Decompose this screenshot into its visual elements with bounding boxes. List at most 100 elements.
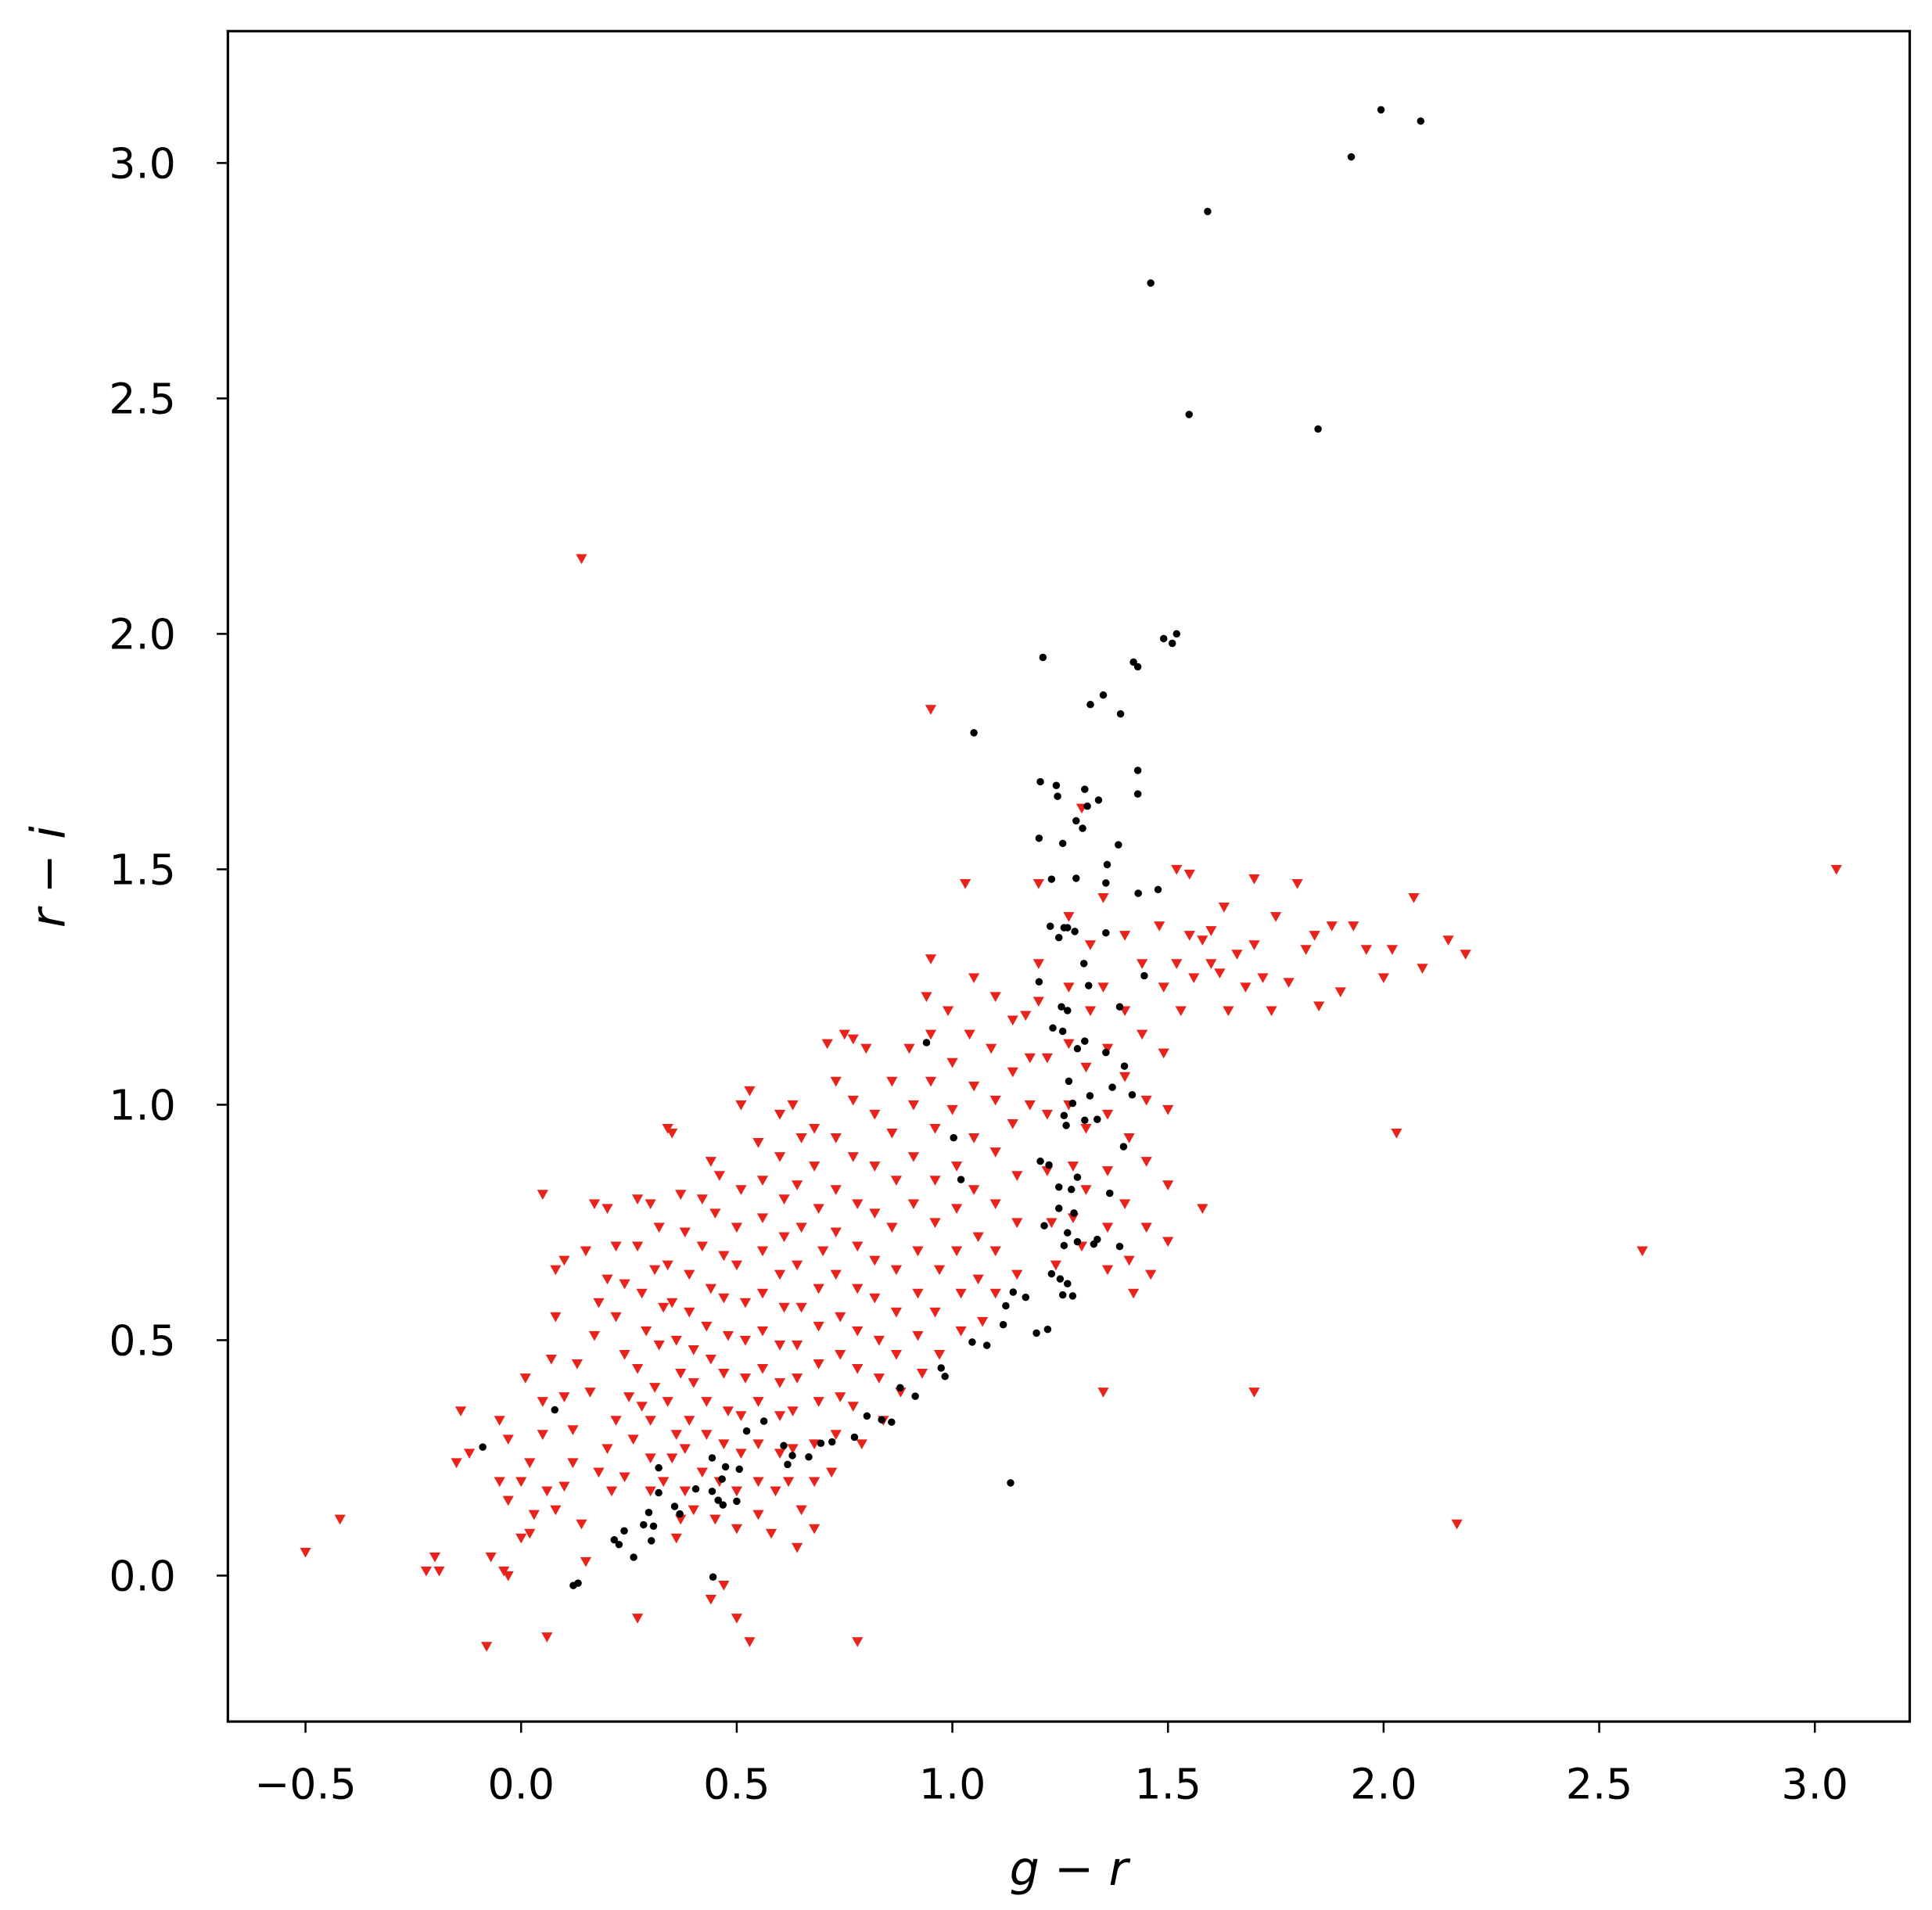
red-triangle-point (1218, 903, 1230, 913)
red-triangle-point (968, 973, 980, 984)
red-triangle-point (774, 1109, 786, 1120)
red-triangle-point (502, 1434, 514, 1445)
black-circle-point (620, 1527, 628, 1535)
red-triangle-point (1257, 973, 1269, 984)
red-triangle-point (1080, 1185, 1092, 1195)
red-triangle-point (688, 1345, 699, 1355)
red-triangle-point (778, 1194, 790, 1205)
red-triangle-point (1063, 912, 1075, 922)
red-triangle-point (765, 1528, 777, 1539)
red-triangle-point (1326, 921, 1338, 932)
red-triangle-point (675, 1369, 687, 1379)
black-circle-point (1009, 1288, 1018, 1296)
red-triangle-point (744, 1637, 756, 1647)
red-triangle-point (1137, 959, 1148, 969)
red-triangle-point (593, 1467, 605, 1478)
red-triangle-point (968, 1133, 980, 1143)
red-triangle-point (645, 1416, 656, 1426)
red-triangle-point (1154, 921, 1165, 932)
red-triangle-point (1032, 996, 1044, 1007)
red-triangle-point (1097, 982, 1109, 993)
red-triangle-point (588, 1330, 601, 1341)
black-circle-point (714, 1496, 722, 1504)
red-triangle-point (795, 1133, 807, 1143)
red-triangle-point (739, 1335, 752, 1346)
red-triangle-point (666, 1129, 678, 1139)
red-triangle-point (756, 1246, 769, 1257)
red-triangle-point (1451, 1519, 1463, 1530)
red-triangle-point (1063, 1039, 1075, 1050)
black-circle-point (1002, 1301, 1010, 1310)
black-circle-point (676, 1510, 684, 1518)
red-triangle-point (847, 1095, 859, 1106)
x-tick-label: 1.0 (919, 1759, 986, 1808)
red-triangle-point (739, 1373, 752, 1384)
black-circle-point (479, 1443, 487, 1451)
black-circle-point (645, 1509, 653, 1517)
red-triangle-point (752, 1510, 764, 1520)
red-triangle-point (666, 1453, 678, 1464)
black-circle-point (1058, 1003, 1065, 1011)
red-triangle-point (942, 1006, 954, 1017)
red-triangle-point (722, 1330, 734, 1341)
red-triangle-point (1231, 950, 1243, 960)
black-circle-point (1062, 1122, 1070, 1129)
red-triangle-point (731, 1614, 743, 1624)
red-triangle-point (1386, 945, 1399, 955)
black-circle-point (1054, 792, 1061, 800)
red-triangle-point (830, 1076, 842, 1087)
red-triangle-point (679, 1444, 691, 1455)
black-circle-point (878, 1416, 885, 1424)
red-triangle-point (709, 1208, 721, 1219)
black-circle-point (1040, 1222, 1048, 1230)
black-circle-point (1060, 1111, 1068, 1120)
red-triangle-point (1248, 1388, 1260, 1398)
red-triangle-point (1248, 874, 1260, 885)
red-triangle-point (809, 1161, 821, 1172)
data-points (300, 106, 1842, 1652)
red-triangle-point (584, 1388, 596, 1398)
black-circle-point (721, 1463, 730, 1471)
red-triangle-point (334, 1514, 346, 1525)
red-triangle-point (684, 1269, 695, 1280)
red-triangle-point (631, 1241, 644, 1252)
red-triangle-point (1024, 1053, 1036, 1064)
red-triangle-point (1101, 1109, 1114, 1120)
x-tick-label: 0.0 (487, 1759, 555, 1808)
red-triangle-point (852, 1637, 864, 1647)
red-triangle-point (1291, 878, 1303, 889)
red-triangle-point (950, 1246, 963, 1257)
black-circle-point (1049, 1024, 1057, 1032)
red-triangle-point (925, 1029, 937, 1040)
red-triangle-point (774, 1269, 786, 1280)
black-circle-point (1064, 1229, 1072, 1237)
y-tick-label: 2.0 (109, 609, 176, 659)
red-triangle-point (1269, 912, 1282, 922)
red-triangle-point (1080, 1123, 1092, 1134)
red-triangle-point (485, 1552, 497, 1563)
red-triangle-point (809, 1439, 821, 1450)
black-circle-point (1116, 710, 1125, 718)
x-tick-label: 3.0 (1781, 1759, 1848, 1808)
red-triangle-point (705, 1157, 716, 1167)
red-triangle-point (886, 1076, 898, 1087)
red-triangle-point (830, 1133, 842, 1143)
red-triangle-point (1140, 1222, 1152, 1233)
red-triangle-point (989, 992, 1001, 1003)
red-triangle-point (1830, 864, 1842, 875)
black-circle-point (941, 1373, 949, 1380)
red-triangle-point (1127, 1288, 1140, 1299)
red-triangle-point (929, 1218, 941, 1229)
red-triangle-point (588, 1199, 601, 1209)
black-circle-point (970, 729, 978, 737)
red-triangle-point (1162, 1180, 1174, 1190)
black-circle-point (850, 1433, 859, 1441)
red-triangle-point (830, 1430, 842, 1440)
black-circle-point (1377, 106, 1385, 114)
red-triangle-point (735, 1411, 747, 1421)
black-circle-point (1099, 691, 1108, 699)
red-triangle-point (463, 1449, 476, 1459)
red-triangle-point (852, 1364, 864, 1374)
black-circle-point (569, 1581, 577, 1589)
red-triangle-point (756, 1213, 769, 1224)
